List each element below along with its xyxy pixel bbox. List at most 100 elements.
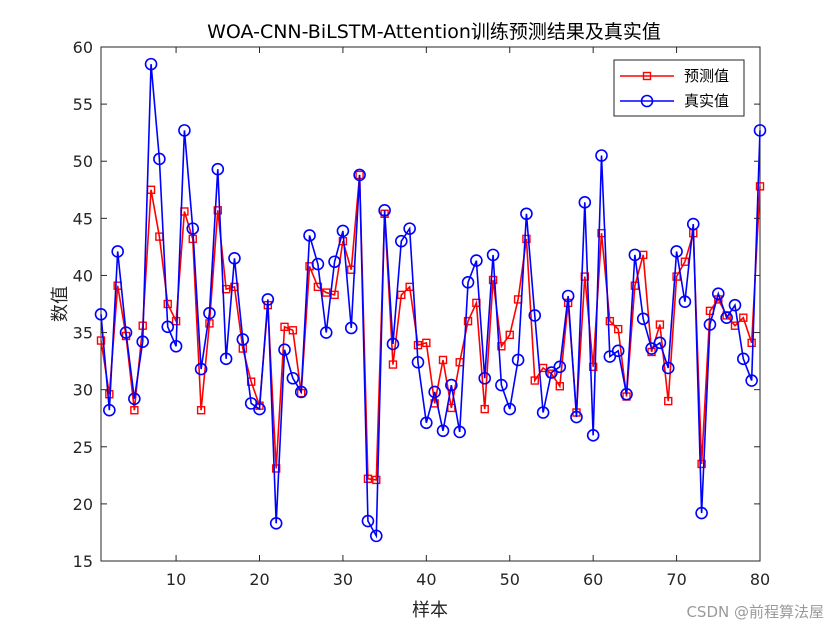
data-point — [697, 459, 706, 469]
data-point — [328, 255, 341, 269]
data-point — [303, 229, 316, 242]
data-point — [403, 222, 416, 235]
data-point — [344, 321, 358, 335]
data-point — [628, 248, 642, 262]
data-point — [670, 245, 683, 258]
data-point — [478, 371, 492, 385]
data-point — [428, 385, 441, 399]
data-point — [470, 254, 483, 267]
data-point — [119, 326, 133, 339]
data-point — [728, 298, 742, 312]
data-point — [219, 352, 233, 366]
data-point — [163, 299, 172, 309]
data-point — [661, 361, 675, 375]
data-point — [595, 149, 608, 162]
y-tick-label: 45 — [73, 209, 93, 228]
data-point — [739, 313, 748, 322]
data-point — [322, 288, 331, 297]
data-point — [505, 330, 514, 340]
data-point — [319, 326, 333, 339]
data-point — [128, 392, 141, 406]
y-tick-label: 30 — [73, 381, 93, 400]
data-point — [511, 353, 525, 367]
y-tick-label: 15 — [73, 552, 93, 571]
data-point — [653, 336, 667, 350]
data-point — [136, 335, 150, 348]
x-axis-label: 样本 — [412, 600, 448, 621]
data-point — [553, 360, 567, 374]
data-point — [480, 404, 489, 414]
data-point — [211, 162, 225, 176]
data-point — [678, 295, 692, 309]
data-point — [463, 316, 473, 326]
data-point — [453, 425, 466, 439]
x-tick-label: 40 — [416, 570, 436, 589]
data-point — [169, 339, 183, 353]
data-point — [269, 517, 283, 530]
data-point — [570, 410, 583, 424]
data-point — [194, 362, 208, 376]
data-point — [395, 234, 408, 248]
data-point — [488, 275, 498, 285]
data-point — [636, 312, 650, 326]
data-point — [294, 385, 308, 399]
data-point — [261, 293, 275, 306]
data-point — [664, 396, 673, 406]
data-point — [588, 362, 598, 372]
series-line — [100, 174, 761, 481]
data-point — [96, 336, 106, 345]
data-point — [111, 245, 124, 258]
data-point — [605, 316, 615, 326]
data-point — [203, 306, 216, 320]
data-point — [94, 307, 108, 321]
data-point — [611, 344, 625, 358]
data-point — [655, 320, 665, 329]
data-point — [695, 506, 708, 520]
x-tick-label: 30 — [333, 570, 353, 589]
y-tick-label: 35 — [73, 324, 93, 343]
watermark: CSDN @前程算法屋 — [686, 603, 824, 621]
data-point — [603, 350, 617, 363]
legend-label: 预测值 — [684, 67, 729, 85]
y-axis-ticks: 15 20 25 30 35 40 45 50 55 60 — [73, 38, 760, 571]
legend-marker — [642, 71, 652, 81]
data-point — [645, 342, 658, 355]
data-point — [378, 204, 391, 217]
x-tick-label: 20 — [249, 570, 269, 589]
x-tick-label: 80 — [750, 570, 770, 589]
data-point — [745, 374, 758, 387]
y-tick-label: 40 — [73, 266, 93, 285]
data-point — [213, 206, 222, 215]
data-point — [503, 402, 517, 416]
legend-box — [613, 59, 745, 117]
x-axis-ticks: 10 20 30 40 50 60 70 80 — [166, 47, 770, 589]
data-point — [236, 333, 250, 346]
y-tick-label: 60 — [73, 38, 93, 57]
data-point — [196, 406, 206, 415]
data-point — [720, 311, 733, 325]
y-tick-label: 25 — [73, 438, 93, 457]
data-point — [703, 318, 717, 331]
data-point — [461, 275, 475, 289]
legend-label: 真实值 — [684, 92, 729, 110]
data-point — [497, 342, 506, 351]
data-point — [413, 340, 423, 350]
data-point — [369, 529, 383, 543]
data-point — [253, 402, 266, 416]
data-point — [522, 234, 531, 244]
data-point — [445, 378, 458, 392]
data-point — [436, 424, 450, 438]
data-point — [420, 416, 433, 430]
data-point — [411, 355, 425, 369]
data-point — [228, 252, 241, 265]
data-point — [161, 320, 175, 334]
data-point — [171, 316, 181, 326]
data-point — [737, 352, 750, 366]
data-point — [530, 376, 539, 385]
data-point — [178, 124, 191, 137]
data-point — [186, 222, 200, 235]
data-point — [271, 464, 281, 473]
data-point — [520, 207, 533, 221]
data-point — [286, 371, 300, 385]
